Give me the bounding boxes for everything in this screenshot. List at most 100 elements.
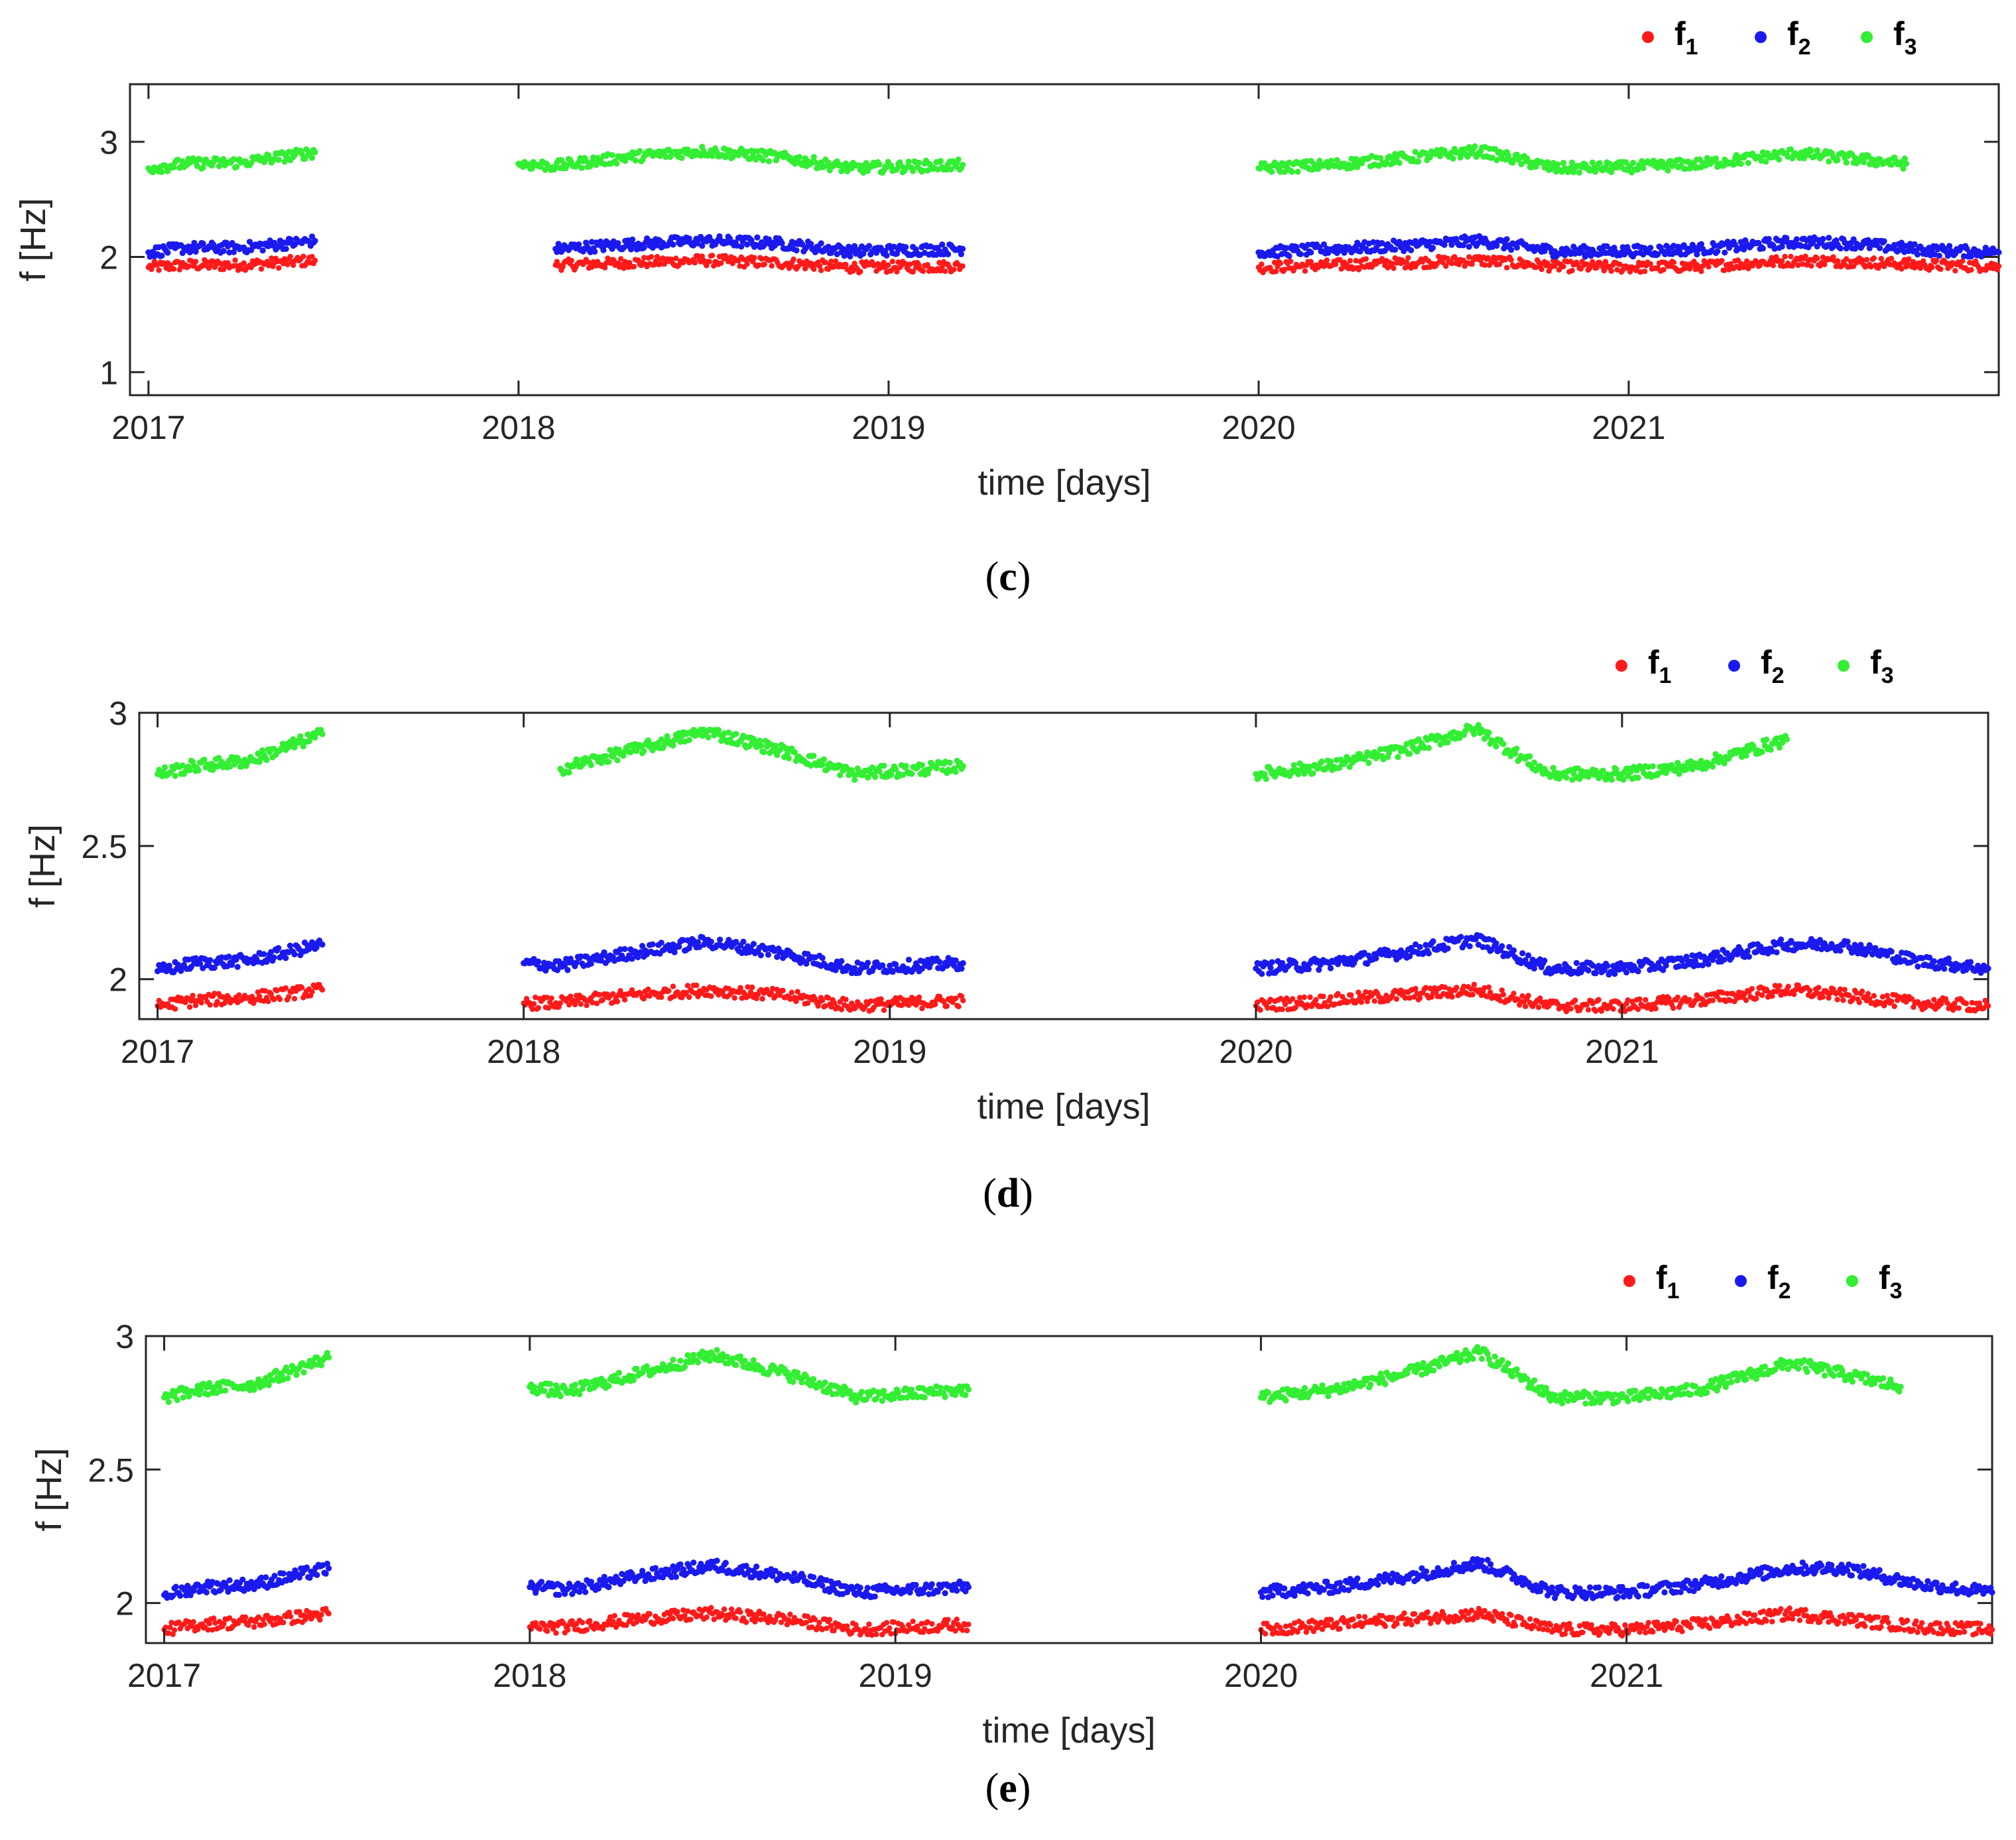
data-point	[1995, 263, 2002, 269]
data-point	[1891, 1003, 1897, 1009]
data-point	[673, 255, 679, 261]
data-point	[627, 246, 635, 253]
data-point	[1850, 236, 1857, 243]
data-point	[1493, 940, 1499, 947]
data-point	[1706, 264, 1712, 270]
data-point	[1301, 994, 1307, 1001]
data-point	[195, 767, 202, 774]
data-point	[761, 749, 767, 755]
data-point	[1871, 255, 1877, 261]
data-point	[597, 238, 604, 245]
data-point	[1472, 143, 1478, 150]
data-point	[760, 157, 767, 164]
data-point	[1698, 269, 1704, 275]
data-point	[1802, 253, 1808, 259]
data-point	[1722, 267, 1728, 273]
data-point	[1633, 250, 1639, 257]
data-point	[1763, 158, 1769, 165]
data-point	[1294, 168, 1301, 175]
data-point	[1263, 776, 1269, 782]
data-point	[1826, 158, 1832, 165]
data-point	[1871, 993, 1877, 999]
data-point	[1426, 239, 1433, 245]
data-point	[1653, 1005, 1659, 1012]
data-point	[1393, 996, 1400, 1002]
data-point	[769, 263, 775, 269]
data-point	[1277, 260, 1283, 267]
data-point	[881, 259, 887, 266]
data-point	[1719, 258, 1725, 264]
data-point	[631, 264, 637, 270]
data-point	[1539, 266, 1544, 273]
data-point	[617, 256, 624, 262]
data-point	[1269, 959, 1275, 965]
data-point	[1848, 259, 1854, 265]
data-point	[1443, 263, 1449, 269]
data-point	[1967, 959, 1974, 965]
data-point	[933, 765, 940, 772]
data-point	[1470, 991, 1476, 998]
legend-label: f3	[1893, 15, 1917, 60]
data-point	[261, 951, 267, 957]
data-point	[765, 951, 772, 958]
data-point	[1454, 985, 1460, 991]
data-point	[819, 955, 826, 961]
data-point	[686, 994, 692, 1001]
data-point	[1647, 245, 1654, 251]
data-point	[1355, 989, 1361, 995]
data-point	[1305, 966, 1312, 973]
data-point	[1837, 245, 1844, 252]
data-point	[744, 261, 750, 267]
data-point	[1448, 261, 1455, 267]
data-point	[1946, 243, 1953, 249]
data-point	[1499, 943, 1505, 950]
data-point	[1629, 159, 1637, 166]
data-point	[1779, 243, 1785, 250]
data-point	[881, 763, 887, 769]
data-point	[658, 940, 664, 946]
data-point	[312, 237, 318, 244]
data-point	[275, 945, 282, 951]
data-point	[1391, 265, 1397, 271]
y-tick-label: 3	[99, 124, 118, 161]
data-point	[959, 245, 966, 252]
data-point	[319, 731, 326, 737]
data-point	[207, 263, 214, 269]
data-point	[1320, 993, 1326, 1000]
data-point	[156, 267, 162, 273]
data-point	[158, 252, 165, 259]
data-point	[613, 160, 620, 167]
data-point	[903, 244, 909, 251]
data-point	[793, 247, 800, 254]
data-point	[1941, 965, 1948, 972]
data-point	[828, 259, 834, 265]
data-point	[1259, 261, 1265, 267]
data-point	[560, 264, 566, 270]
data-point	[1985, 965, 1991, 972]
series-f1	[145, 253, 2002, 276]
data-point	[1503, 265, 1510, 271]
data-point	[894, 269, 900, 275]
data-point	[960, 263, 966, 269]
data-point	[718, 260, 724, 267]
data-point	[554, 259, 560, 265]
data-point	[588, 762, 594, 768]
data-point	[716, 936, 724, 943]
data-point	[780, 987, 786, 994]
data-point	[1289, 996, 1296, 1002]
data-point	[1601, 267, 1607, 274]
data-point	[1458, 934, 1464, 940]
data-point	[865, 959, 871, 966]
data-point	[1594, 265, 1600, 271]
data-point	[959, 161, 966, 168]
data-point	[1865, 991, 1871, 997]
data-point	[1793, 236, 1800, 243]
data-point	[1888, 255, 1895, 262]
legend-item-f2: f2	[1755, 15, 1811, 60]
data-point	[1525, 993, 1531, 999]
data-point	[708, 993, 714, 999]
data-point	[955, 156, 962, 163]
data-point	[1389, 261, 1395, 267]
data-point	[185, 263, 192, 270]
